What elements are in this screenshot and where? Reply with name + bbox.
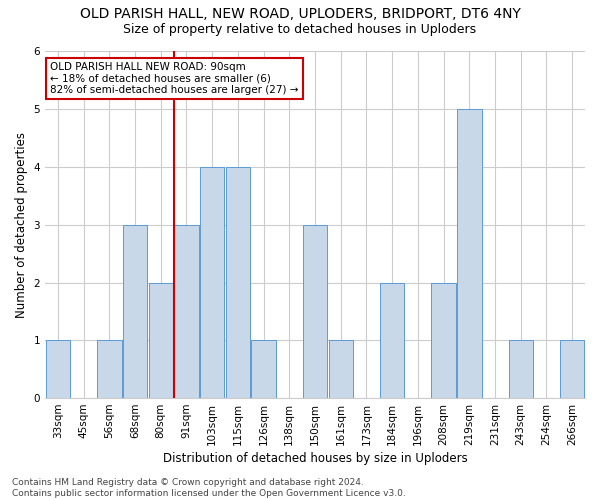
Bar <box>431 282 456 398</box>
Bar <box>457 110 482 398</box>
Text: OLD PARISH HALL NEW ROAD: 90sqm
← 18% of detached houses are smaller (6)
82% of : OLD PARISH HALL NEW ROAD: 90sqm ← 18% of… <box>50 62 299 95</box>
Bar <box>509 340 533 398</box>
Bar <box>200 167 224 398</box>
Bar <box>97 340 122 398</box>
Text: Contains HM Land Registry data © Crown copyright and database right 2024.
Contai: Contains HM Land Registry data © Crown c… <box>12 478 406 498</box>
Text: Size of property relative to detached houses in Uploders: Size of property relative to detached ho… <box>124 22 476 36</box>
Bar <box>303 225 327 398</box>
Bar <box>123 225 147 398</box>
X-axis label: Distribution of detached houses by size in Uploders: Distribution of detached houses by size … <box>163 452 467 465</box>
Bar <box>380 282 404 398</box>
Bar <box>329 340 353 398</box>
Bar <box>226 167 250 398</box>
Bar <box>149 282 173 398</box>
Bar <box>560 340 584 398</box>
Bar <box>46 340 70 398</box>
Text: OLD PARISH HALL, NEW ROAD, UPLODERS, BRIDPORT, DT6 4NY: OLD PARISH HALL, NEW ROAD, UPLODERS, BRI… <box>80 8 520 22</box>
Y-axis label: Number of detached properties: Number of detached properties <box>15 132 28 318</box>
Bar <box>174 225 199 398</box>
Bar <box>251 340 276 398</box>
